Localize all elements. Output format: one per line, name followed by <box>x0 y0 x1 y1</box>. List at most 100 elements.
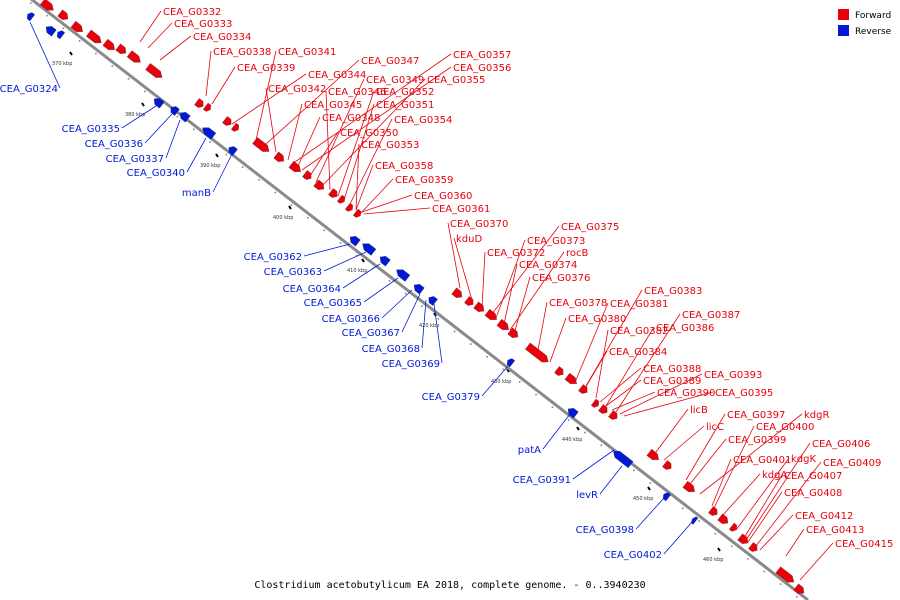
gene-label: CEA_G0380 <box>568 314 626 325</box>
forward-gene-feature <box>682 480 695 493</box>
axis-minor-tick <box>307 217 309 219</box>
forward-gene-feature <box>608 410 618 420</box>
gene-label-leader <box>212 153 233 193</box>
gene-label: CEA_G0397 <box>727 410 785 421</box>
gene-label: levR <box>576 490 598 501</box>
axis-tick-label: 450 kbp <box>633 496 653 502</box>
forward-gene-feature <box>484 308 497 321</box>
gene-label-leader <box>287 103 303 161</box>
forward-gene-feature <box>646 448 659 461</box>
axis-minor-tick <box>30 2 32 4</box>
reverse-gene-feature <box>45 26 57 37</box>
gene-label-leader <box>381 289 413 319</box>
gene-label-leader <box>323 251 367 272</box>
gene-label-leader <box>481 365 509 397</box>
gene-label-leader <box>321 78 426 187</box>
gene-label: CEA_G0379 <box>422 392 480 403</box>
gene-label: CEA_G0340 <box>127 168 185 179</box>
gene-label: kdgR <box>804 410 829 421</box>
gene-label: kduD <box>456 234 482 245</box>
gene-label: CEA_G0365 <box>304 298 362 309</box>
forward-gene-feature <box>793 583 805 594</box>
gene-label-leader <box>619 373 703 415</box>
forward-gene-feature <box>525 342 549 363</box>
gene-label: manB <box>182 188 211 199</box>
forward-gene-feature <box>39 0 54 11</box>
gene-label-leader <box>363 277 399 303</box>
forward-gene-feature <box>464 296 474 306</box>
axis-minor-tick <box>241 166 244 168</box>
forward-gene-feature <box>70 20 83 33</box>
gene-label: CEA_G0383 <box>644 286 702 297</box>
axis-minor-tick <box>730 545 733 547</box>
gene-label: CEA_G0415 <box>835 539 893 550</box>
axis-minor-tick <box>453 330 456 333</box>
gene-label: CEA_G0393 <box>704 370 762 381</box>
gene-label: licB <box>690 405 708 416</box>
reverse-gene-feature <box>567 408 579 419</box>
gene-label-leader <box>297 116 321 167</box>
gene-label: patA <box>518 445 541 456</box>
forward-gene-feature <box>728 522 738 532</box>
axis-major-tick <box>288 205 292 210</box>
forward-gene-feature <box>288 160 301 173</box>
forward-gene-feature <box>222 116 232 126</box>
forward-gene-feature <box>578 384 588 394</box>
gene-label-leader <box>495 239 526 319</box>
axis-minor-tick <box>486 355 488 358</box>
axis-tick-label: 390 kbp <box>200 163 220 169</box>
axis-tick-label: 460 kbp <box>703 557 723 563</box>
axis-minor-tick <box>356 254 358 257</box>
gene-label: CEA_G0346 <box>328 87 386 98</box>
axis-minor-tick <box>600 444 602 446</box>
gene-label-leader <box>303 243 351 257</box>
gene-label-leader <box>265 59 360 145</box>
gene-label: CEA_G0324 <box>0 84 58 95</box>
gene-label-leader <box>747 491 783 543</box>
gene-label-leader <box>575 302 609 381</box>
axis-major-tick <box>361 258 365 263</box>
gene-label-leader <box>301 66 452 171</box>
axis-major-tick <box>215 153 219 158</box>
gene-label-leader <box>549 317 567 363</box>
gene-label-leader <box>759 514 794 551</box>
axis-minor-tick <box>404 292 407 295</box>
gene-label: CEA_G0388 <box>643 364 701 375</box>
reverse-gene-feature <box>349 236 361 247</box>
gene-label: CEA_G0359 <box>395 175 453 186</box>
gene-label: CEA_G0348 <box>322 113 380 124</box>
gene-label: CEA_G0368 <box>362 344 420 355</box>
gene-label: CEA_G0338 <box>213 47 271 58</box>
gene-label-leader <box>711 458 732 507</box>
reverse-gene-feature <box>396 269 411 282</box>
forward-gene-feature <box>662 460 672 470</box>
forward-gene-feature <box>590 398 600 408</box>
gene-label-leader <box>139 10 162 43</box>
axis-major-tick <box>141 102 145 107</box>
gene-label: CEA_G0381 <box>610 299 668 310</box>
forward-gene-feature <box>126 50 141 63</box>
genome-backbone <box>29 0 809 600</box>
forward-gene-feature <box>496 318 509 331</box>
gene-label-leader <box>291 53 452 165</box>
gene-label: CEA_G0413 <box>806 525 864 536</box>
gene-label-leader <box>309 131 339 177</box>
gene-label: CEA_G0391 <box>513 475 571 486</box>
gene-label-leader <box>159 35 192 61</box>
reverse-gene-feature <box>428 296 438 306</box>
legend-reverse-label: Reverse <box>855 27 892 37</box>
forward-gene-feature <box>302 170 312 180</box>
gene-label-leader <box>401 293 421 333</box>
axis-minor-tick <box>551 406 554 408</box>
gene-label-leader <box>699 413 803 495</box>
axis-tick-label: 400 kbp <box>273 215 293 221</box>
gene-label: CEA_G0342 <box>268 84 326 95</box>
axis-minor-tick <box>649 482 651 484</box>
gene-label-leader <box>595 329 609 399</box>
gene-label: CEA_G0376 <box>532 273 590 284</box>
reverse-gene-feature <box>691 516 699 525</box>
forward-gene-feature <box>57 9 69 20</box>
gene-label: CEA_G0362 <box>244 252 302 263</box>
axis-minor-tick <box>584 431 586 434</box>
gene-label-leader <box>325 90 331 191</box>
